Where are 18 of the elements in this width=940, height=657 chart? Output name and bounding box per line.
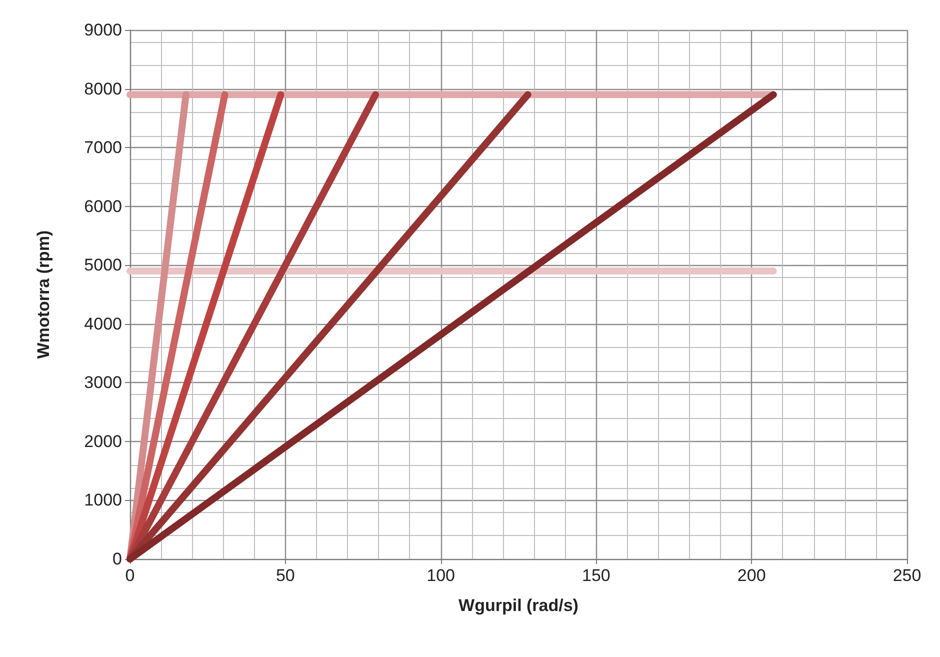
y-tick-label: 4000 bbox=[84, 314, 122, 334]
x-tick-label: 50 bbox=[276, 566, 295, 585]
y-tick-label: 9000 bbox=[84, 20, 122, 40]
y-tick-label: 7000 bbox=[84, 138, 122, 158]
y-tick-label: 1000 bbox=[84, 490, 122, 510]
x-tick-label: 0 bbox=[125, 566, 135, 585]
y-tick-label: 6000 bbox=[84, 196, 122, 216]
y-axis-title: Wmotorra (rpm) bbox=[34, 230, 53, 359]
y-tick-label: 2000 bbox=[84, 432, 122, 451]
y-tick-label: 0 bbox=[112, 550, 122, 568]
x-axis-title: Wgurpil (rad/s) bbox=[458, 596, 578, 615]
y-tick-label: 5000 bbox=[84, 256, 122, 275]
x-tick-label: 150 bbox=[582, 566, 610, 585]
y-tick-label: 8000 bbox=[84, 79, 122, 98]
x-tick-label: 250 bbox=[892, 566, 922, 585]
x-tick-label: 200 bbox=[737, 566, 766, 585]
x-tick-label: 100 bbox=[426, 566, 455, 585]
y-tick-label: 3000 bbox=[84, 373, 122, 392]
